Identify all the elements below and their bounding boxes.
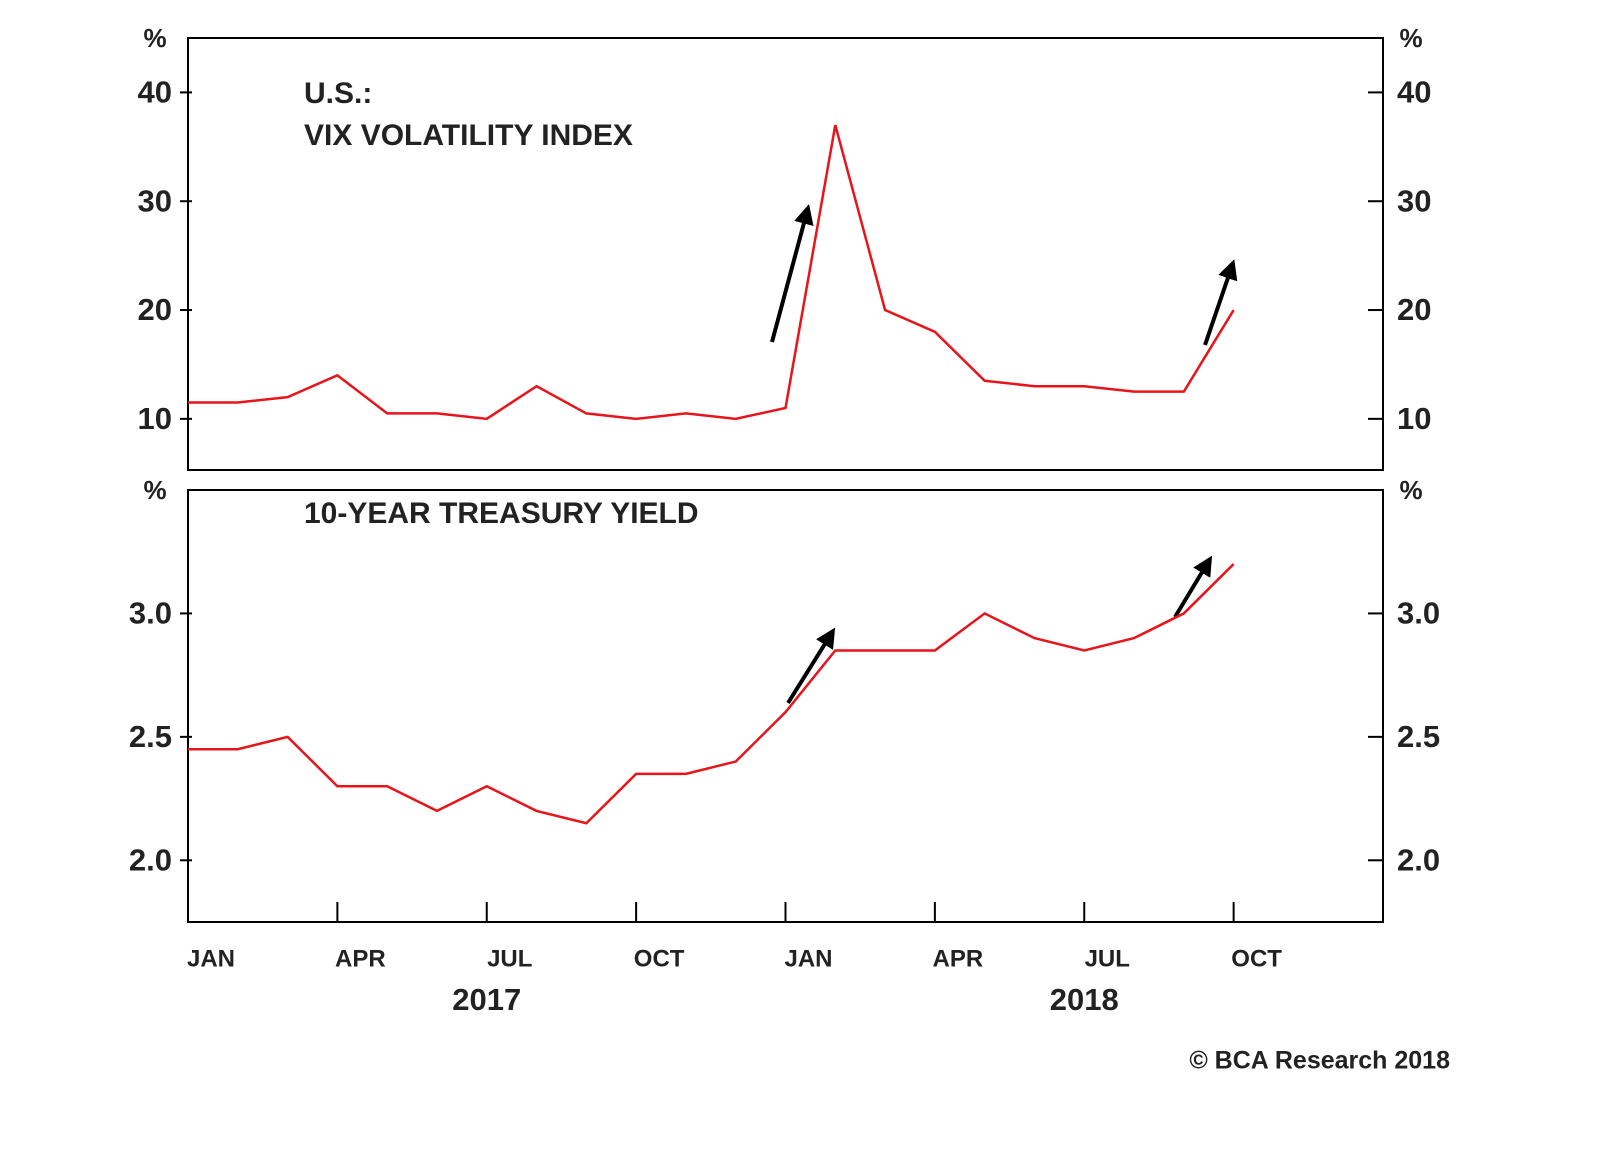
y2-tick-label: 40: [1397, 75, 1431, 110]
panel-title: 10-YEAR TREASURY YIELD: [304, 497, 699, 530]
data-line: [188, 563, 1235, 825]
y2-tick-label: 2.5: [1397, 719, 1440, 754]
data-line: [188, 124, 1235, 421]
x-tick-label: JAN: [784, 945, 832, 972]
x-tick-label: JAN: [187, 945, 235, 972]
unit-label: %: [143, 475, 166, 505]
unit-label: %: [143, 23, 166, 53]
unit-label: %: [1399, 23, 1422, 53]
y-tick-label: 10: [138, 401, 172, 436]
year-label: 2018: [1050, 982, 1119, 1017]
x-tick-label: JUL: [487, 945, 532, 972]
x-tick-label: APR: [933, 945, 984, 972]
arrow: [770, 204, 814, 343]
y2-tick-label: 20: [1397, 292, 1431, 327]
plot-frame: [187, 489, 1384, 923]
x-tick-label: APR: [335, 945, 386, 972]
y-tick-label: 2.0: [129, 842, 172, 877]
panel-title: U.S.:: [304, 77, 372, 110]
y2-tick-label: 2.0: [1397, 842, 1440, 877]
y2-tick-label: 10: [1397, 401, 1431, 436]
year-label: 2017: [452, 982, 521, 1017]
arrow: [1203, 259, 1238, 346]
y-tick-label: 40: [138, 75, 172, 110]
y-tick-label: 20: [138, 292, 172, 327]
y2-tick-label: 3.0: [1397, 596, 1440, 631]
y-tick-label: 2.5: [129, 719, 172, 754]
x-tick-label: OCT: [1231, 945, 1282, 972]
y2-tick-label: 30: [1397, 183, 1431, 218]
y-tick-label: 3.0: [129, 596, 172, 631]
panel-title: VIX VOLATILITY INDEX: [304, 119, 633, 152]
arrow: [786, 627, 836, 705]
arrows: [770, 204, 1238, 705]
arrow: [1173, 555, 1213, 619]
x-tick-label: JUL: [1085, 945, 1130, 972]
source: © BCA Research 2018: [1189, 1047, 1450, 1075]
y-tick-label: 30: [138, 183, 172, 218]
plot-frame: [187, 37, 1384, 471]
unit-label: %: [1399, 475, 1422, 505]
x-tick-label: OCT: [634, 945, 685, 972]
